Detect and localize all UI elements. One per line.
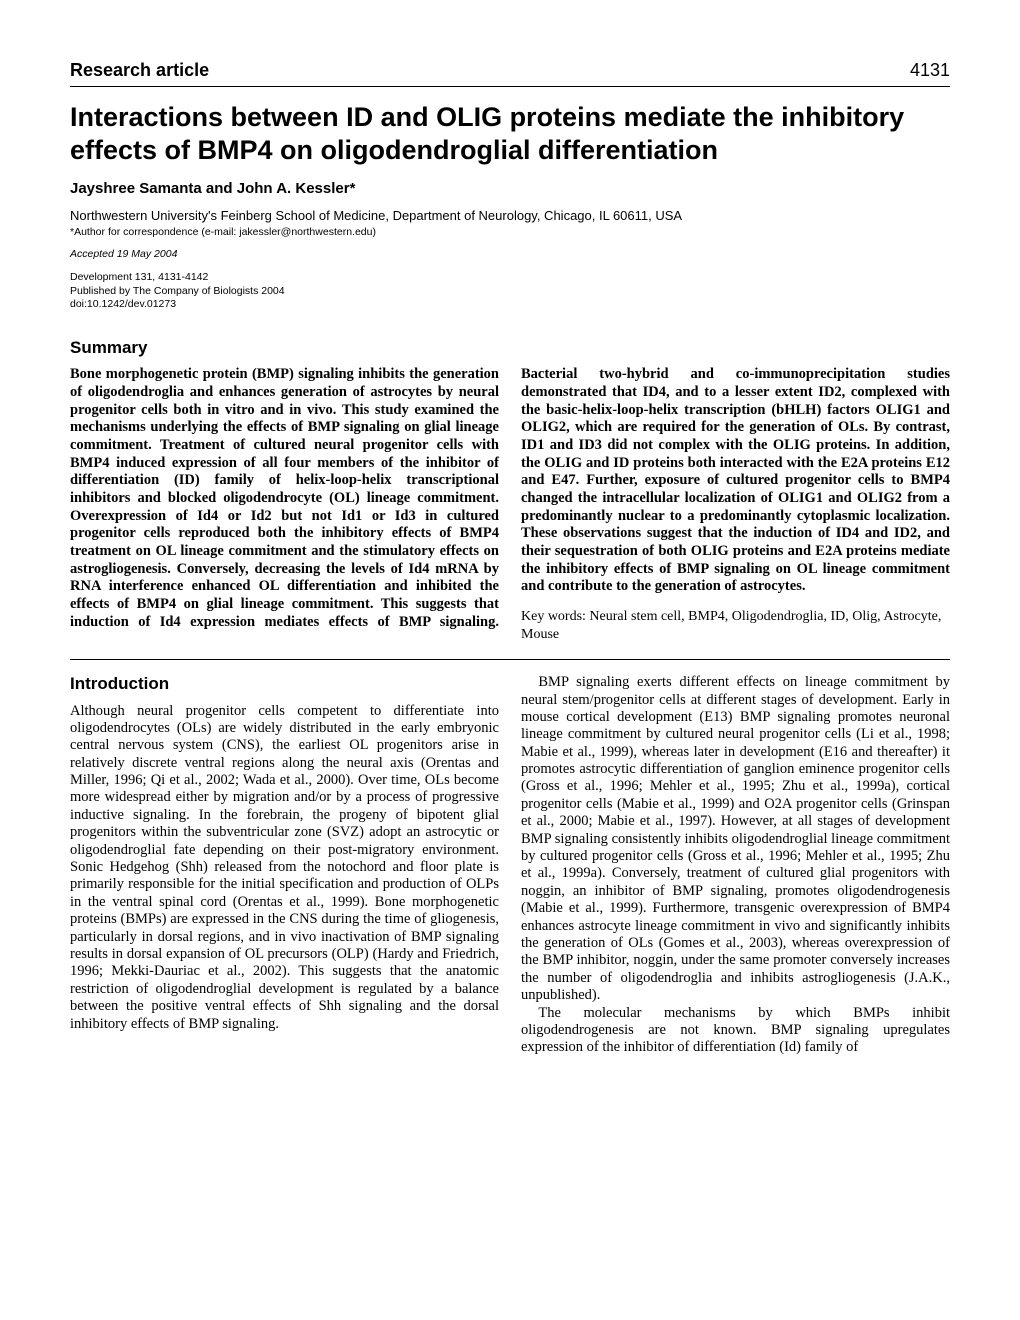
article-header: Research article 4131 [70, 60, 950, 87]
summary-text: Bone morphogenetic protein (BMP) signali… [70, 366, 950, 643]
intro-paragraph-3: The molecular mechanisms by which BMPs i… [521, 1005, 950, 1057]
publication-info: Development 131, 4131-4142 Published by … [70, 271, 950, 312]
pub-publisher: Published by The Company of Biologists 2… [70, 285, 950, 299]
intro-paragraph-2: BMP signaling exerts different effects o… [521, 674, 950, 1004]
keywords: Key words: Neural stem cell, BMP4, Oligo… [521, 608, 950, 643]
summary-columns: Bone morphogenetic protein (BMP) signali… [70, 366, 950, 643]
introduction-heading: Introduction [70, 674, 499, 694]
correspondence-note: *Author for correspondence (e-mail: jake… [70, 226, 950, 239]
pub-doi: doi:10.1242/dev.01273 [70, 298, 950, 312]
summary-heading: Summary [70, 338, 950, 358]
pub-citation: Development 131, 4131-4142 [70, 271, 950, 285]
summary-section: Summary Bone morphogenetic protein (BMP)… [70, 338, 950, 660]
affiliation: Northwestern University's Feinberg Schoo… [70, 208, 950, 224]
page-number: 4131 [910, 60, 950, 82]
intro-paragraph-1: Although neural progenitor cells compete… [70, 703, 499, 1033]
section-label: Research article [70, 60, 209, 82]
accepted-date: Accepted 19 May 2004 [70, 248, 950, 261]
author-line: Jayshree Samanta and John A. Kessler* [70, 180, 950, 198]
introduction-section: Introduction Although neural progenitor … [70, 674, 950, 1057]
article-title: Interactions between ID and OLIG protein… [70, 101, 950, 169]
